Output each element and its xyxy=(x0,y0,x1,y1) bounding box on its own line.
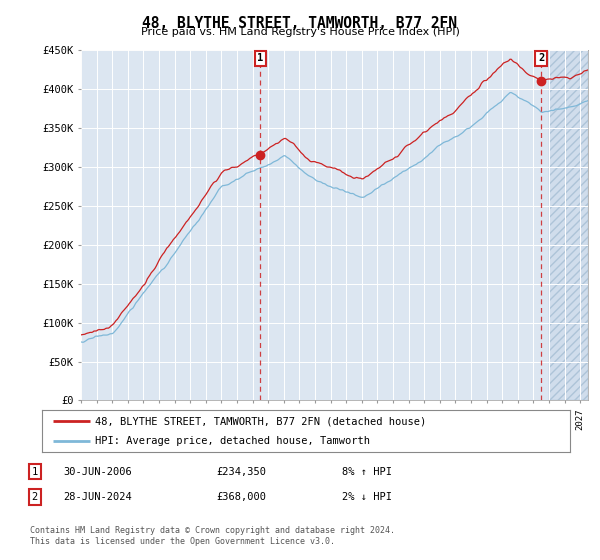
Text: 1: 1 xyxy=(32,466,38,477)
Text: Contains HM Land Registry data © Crown copyright and database right 2024.
This d: Contains HM Land Registry data © Crown c… xyxy=(30,526,395,546)
Text: 48, BLYTHE STREET, TAMWORTH, B77 2FN (detached house): 48, BLYTHE STREET, TAMWORTH, B77 2FN (de… xyxy=(95,416,426,426)
Text: 48, BLYTHE STREET, TAMWORTH, B77 2FN: 48, BLYTHE STREET, TAMWORTH, B77 2FN xyxy=(143,16,458,31)
Text: 30-JUN-2006: 30-JUN-2006 xyxy=(63,466,132,477)
Text: Price paid vs. HM Land Registry's House Price Index (HPI): Price paid vs. HM Land Registry's House … xyxy=(140,27,460,37)
Text: 8% ↑ HPI: 8% ↑ HPI xyxy=(342,466,392,477)
Text: 2: 2 xyxy=(538,53,544,63)
Text: HPI: Average price, detached house, Tamworth: HPI: Average price, detached house, Tamw… xyxy=(95,436,370,446)
Text: 28-JUN-2024: 28-JUN-2024 xyxy=(63,492,132,502)
Text: £368,000: £368,000 xyxy=(216,492,266,502)
Text: £234,350: £234,350 xyxy=(216,466,266,477)
Text: 2% ↓ HPI: 2% ↓ HPI xyxy=(342,492,392,502)
Text: 2: 2 xyxy=(32,492,38,502)
Text: 1: 1 xyxy=(257,53,263,63)
